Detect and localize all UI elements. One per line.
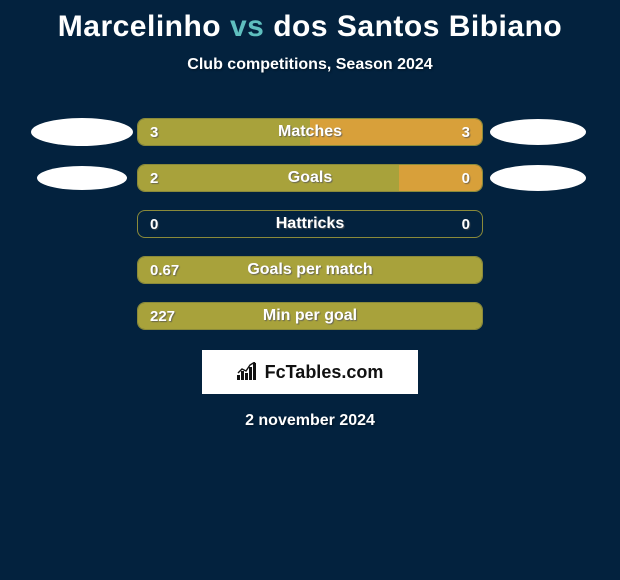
team-badge-right-2: [483, 165, 593, 191]
stat-bar: 0.67 Goals per match: [137, 256, 483, 284]
brand-text: FcTables.com: [265, 362, 384, 383]
stat-value-left: 3: [150, 124, 220, 141]
ellipse-icon: [31, 118, 133, 146]
stat-label: Min per goal: [220, 307, 400, 325]
player2-name: dos Santos Bibiano: [273, 10, 562, 43]
bar-content: 2 Goals 0: [138, 165, 482, 191]
vs-text: vs: [230, 10, 264, 43]
stat-value-left: 0: [150, 216, 220, 233]
stat-row-hattricks: 0 Hattricks 0: [0, 210, 620, 238]
stat-row-gpm: 0.67 Goals per match: [0, 256, 620, 284]
stat-bar: 2 Goals 0: [137, 164, 483, 192]
bar-content: 3 Matches 3: [138, 119, 482, 145]
stat-bar: 227 Min per goal: [137, 302, 483, 330]
stat-bar: 0 Hattricks 0: [137, 210, 483, 238]
stat-label: Goals: [220, 169, 400, 187]
stat-row-mpg: 227 Min per goal: [0, 302, 620, 330]
team-badge-left-1: [27, 118, 137, 146]
date-text: 2 november 2024: [0, 412, 620, 430]
stat-value-right: 0: [400, 170, 470, 187]
stat-row-goals: 2 Goals 0: [0, 164, 620, 192]
stat-label: Hattricks: [220, 215, 400, 233]
stat-value-left: 227: [150, 308, 220, 325]
stat-bar: 3 Matches 3: [137, 118, 483, 146]
ellipse-icon: [37, 166, 127, 190]
ellipse-icon: [490, 165, 586, 191]
team-badge-left-2: [27, 166, 137, 190]
ellipse-icon: [490, 119, 586, 145]
stat-label: Matches: [220, 123, 400, 141]
stat-value-left: 0.67: [150, 262, 220, 279]
stats-area: 3 Matches 3 2 Goals 0: [0, 118, 620, 330]
stat-value-right: 3: [400, 124, 470, 141]
player1-name: Marcelinho: [58, 10, 221, 43]
bar-content: 227 Min per goal: [138, 303, 482, 329]
stat-row-matches: 3 Matches 3: [0, 118, 620, 146]
stat-label: Goals per match: [220, 261, 400, 279]
page-title: Marcelinho vs dos Santos Bibiano: [0, 0, 620, 44]
brand-box[interactable]: FcTables.com: [202, 350, 418, 394]
stat-value-right: 0: [400, 216, 470, 233]
subtitle: Club competitions, Season 2024: [0, 56, 620, 74]
bar-chart-icon: [237, 362, 259, 382]
team-badge-right-1: [483, 119, 593, 145]
bar-content: 0.67 Goals per match: [138, 257, 482, 283]
stat-value-left: 2: [150, 170, 220, 187]
bar-content: 0 Hattricks 0: [138, 211, 482, 237]
